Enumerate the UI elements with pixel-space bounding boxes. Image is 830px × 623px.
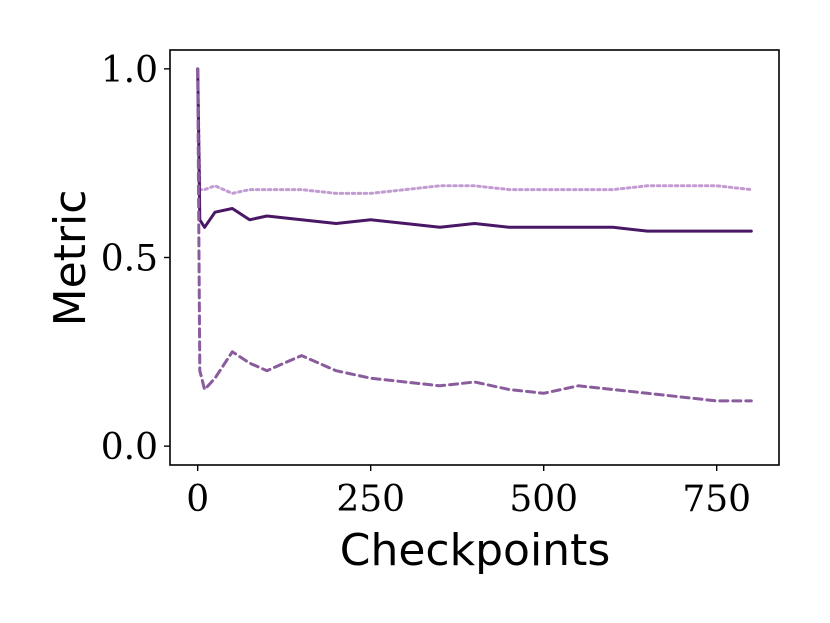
series-layer (196, 67, 753, 403)
series-line-1 (196, 67, 753, 195)
x-tick-label: 250 (336, 479, 405, 520)
y-axis-title: Metric (45, 190, 96, 327)
x-tick-label: 500 (509, 479, 578, 520)
series-line-2 (196, 67, 753, 233)
y-tick-label: 1.0 (101, 50, 158, 91)
y-tick-label: 0.5 (101, 239, 158, 280)
x-tick-label: 750 (682, 479, 751, 520)
y-tick-label: 0.0 (101, 427, 158, 468)
x-tick-label: 0 (186, 479, 209, 520)
x-axis-title: Checkpoints (340, 525, 611, 576)
series-line-3 (196, 67, 753, 403)
ticks-layer: 0 250 500 750 0.0 0.5 1.0 (101, 50, 751, 520)
plot-frame (169, 49, 780, 466)
